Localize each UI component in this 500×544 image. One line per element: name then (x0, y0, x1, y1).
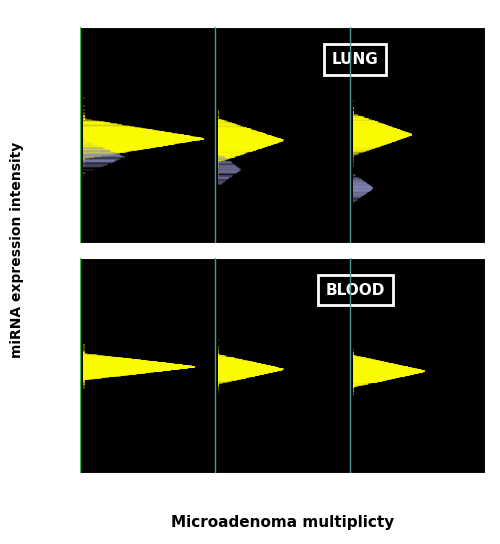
Text: Microadenoma multiplicty: Microadenoma multiplicty (171, 515, 394, 530)
Text: BLOOD: BLOOD (326, 282, 385, 298)
Text: LUNG: LUNG (332, 52, 379, 67)
Text: miRNA expression intensity: miRNA expression intensity (10, 142, 24, 358)
